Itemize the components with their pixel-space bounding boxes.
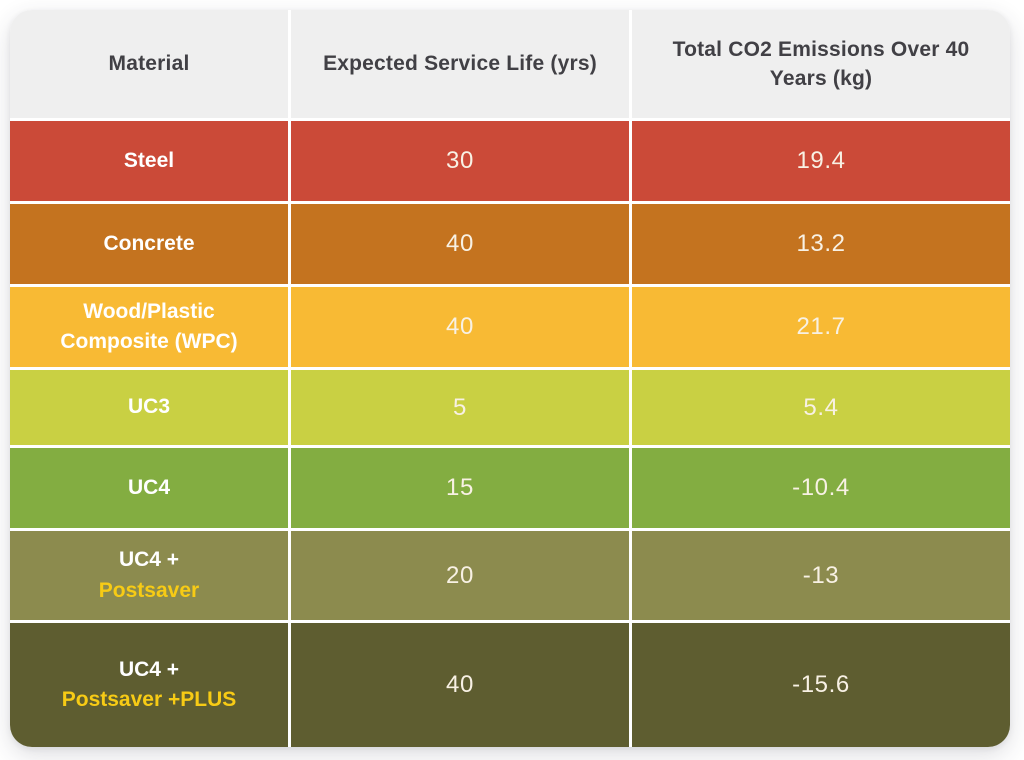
- header-cell-co2: Total CO2 Emissions Over 40 Years (kg): [632, 10, 1010, 118]
- uc4-postsaver-plus-co2-cell: -15.6: [632, 623, 1010, 747]
- uc4-life-cell: 15: [291, 448, 629, 528]
- material-label: UC4 +: [118, 657, 180, 681]
- uc4-co2-cell: -10.4: [632, 448, 1010, 528]
- concrete-material-cell: Concrete: [10, 204, 288, 284]
- header-label-co2: Total CO2 Emissions Over 40 Years (kg): [672, 37, 970, 90]
- uc4-postsaver-plus-material-cell: UC4 + Postsaver +PLUS: [10, 623, 288, 747]
- wpc-material-cell: Wood/Plastic Composite (WPC): [10, 287, 288, 367]
- material-label: Wood/Plastic Composite (WPC): [60, 299, 238, 353]
- material-label: Concrete: [103, 231, 195, 255]
- uc3-material-cell: UC3: [10, 370, 288, 445]
- uc4-postsaver-co2-cell: -13: [632, 531, 1010, 620]
- steel-life-cell: 30: [291, 121, 629, 201]
- uc3-life-cell: 5: [291, 370, 629, 445]
- uc4-postsaver-material-cell: UC4 + Postsaver: [10, 531, 288, 620]
- material-label: UC4 +: [118, 548, 180, 572]
- uc3-co2-cell: 5.4: [632, 370, 1010, 445]
- material-label: UC4: [127, 475, 170, 499]
- uc4-material-cell: UC4: [10, 448, 288, 528]
- materials-emissions-table: Material Expected Service Life (yrs) Tot…: [10, 10, 1010, 747]
- steel-material-cell: Steel: [10, 121, 288, 201]
- header-label-material: Material: [108, 52, 190, 76]
- material-label: UC3: [127, 395, 170, 419]
- material-label-accent: Postsaver +PLUS: [61, 688, 237, 711]
- wpc-life-cell: 40: [291, 287, 629, 367]
- wpc-co2-cell: 21.7: [632, 287, 1010, 367]
- material-label-accent: Postsaver: [98, 578, 200, 602]
- header-cell-material: Material: [10, 10, 288, 118]
- uc4-postsaver-plus-life-cell: 40: [291, 623, 629, 747]
- material-label: Steel: [123, 148, 175, 172]
- header-label-service-life: Expected Service Life (yrs): [323, 52, 597, 76]
- concrete-life-cell: 40: [291, 204, 629, 284]
- uc4-postsaver-life-cell: 20: [291, 531, 629, 620]
- header-cell-service-life: Expected Service Life (yrs): [291, 10, 629, 118]
- concrete-co2-cell: 13.2: [632, 204, 1010, 284]
- steel-co2-cell: 19.4: [632, 121, 1010, 201]
